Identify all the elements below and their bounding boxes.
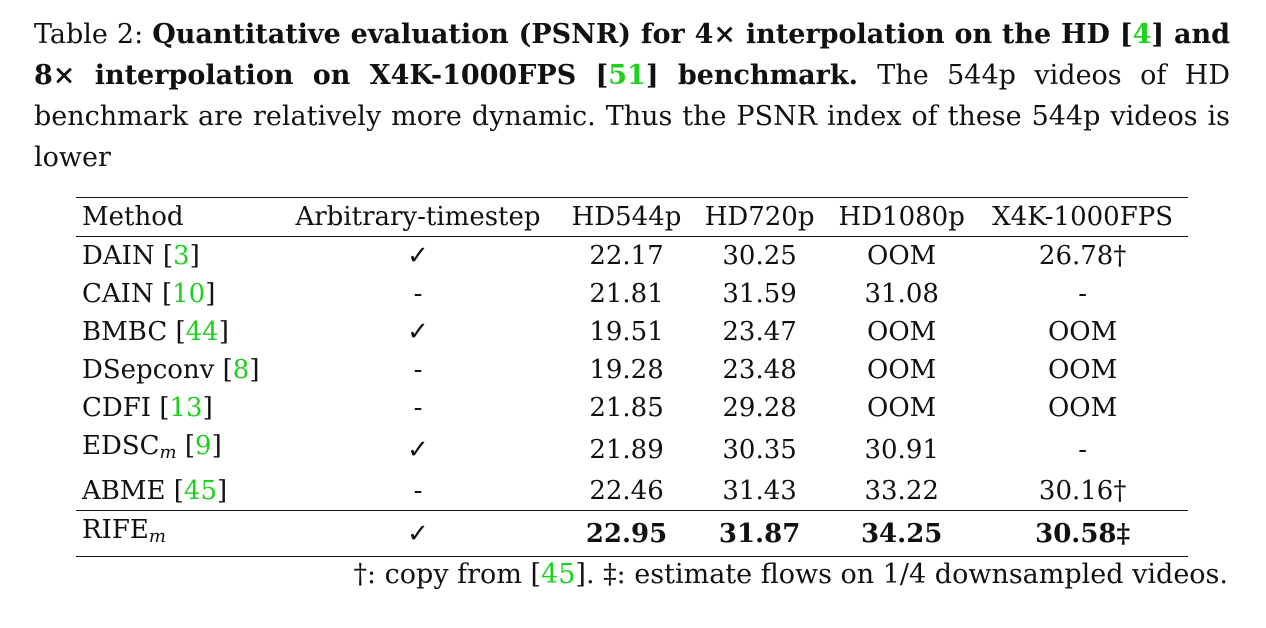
citation-link-footnote[interactable]: 45 xyxy=(541,559,576,590)
arbitrary-cell: ✓ xyxy=(407,317,429,347)
citation-link[interactable]: 9 xyxy=(195,431,212,461)
method-name: RIFE xyxy=(82,515,149,545)
table-row: CAIN [10] - 21.81 31.59 31.08 - xyxy=(76,275,1188,313)
citation-link[interactable]: 3 xyxy=(173,241,190,271)
results-table: Method Arbitrary-timestep HD544p HD720p … xyxy=(76,197,1188,557)
method-name: EDSC xyxy=(82,431,160,461)
method-subscript: m xyxy=(148,526,166,547)
x4k-cell: 30.16† xyxy=(1038,476,1127,506)
citation-link[interactable]: 13 xyxy=(169,393,203,423)
caption-bold-text-3: ] and xyxy=(1151,19,1230,50)
caption-bold-text-1: Quantitative evaluation (PSNR) for xyxy=(152,19,695,50)
hd720-cell: 31.87 xyxy=(718,518,801,549)
method-cell: CDFI [13] xyxy=(82,393,213,423)
method-name: BMBC xyxy=(82,317,168,347)
hd544-cell: 22.17 xyxy=(589,241,664,271)
hd1080-cell: OOM xyxy=(867,317,937,347)
footnote-text-2: ]. ‡: estimate flows on 1/4 downsampled … xyxy=(575,559,1228,590)
hd1080-cell: 31.08 xyxy=(864,279,939,309)
hd544-cell: 22.46 xyxy=(589,476,664,506)
hd720-cell: 31.43 xyxy=(722,476,797,506)
citation-link[interactable]: 45 xyxy=(183,476,217,506)
method-cell: RIFEm xyxy=(76,511,276,557)
hd544-cell: 21.89 xyxy=(589,434,664,465)
x4k-cell: OOM xyxy=(1047,393,1118,423)
method-name: DAIN xyxy=(82,241,155,271)
arbitrary-cell: - xyxy=(413,476,423,506)
citation-link[interactable]: 44 xyxy=(185,317,219,347)
citation-link-hd[interactable]: 4 xyxy=(1132,19,1152,50)
hd720-cell: 30.35 xyxy=(722,434,797,465)
header-hd544p: HD544p xyxy=(571,202,682,232)
arbitrary-cell: - xyxy=(413,355,423,385)
hd544-cell: 19.28 xyxy=(589,355,664,385)
x4k-cell: - xyxy=(1078,434,1088,465)
caption-label: Table 2: xyxy=(34,19,144,50)
header-method: Method xyxy=(82,202,184,232)
method-name: CAIN xyxy=(82,279,154,309)
hd1080-cell: 34.25 xyxy=(860,518,943,549)
method-cell: ABME [45] xyxy=(82,476,228,506)
table-row: EDSCm [9] ✓ 21.89 30.35 30.91 - xyxy=(76,427,1188,472)
x4k-cell: OOM xyxy=(1047,355,1118,385)
hd544-cell: 19.51 xyxy=(589,317,664,347)
citation-link-x4k[interactable]: 51 xyxy=(608,60,646,91)
x4k-cell: 26.78† xyxy=(1038,241,1127,271)
table-row: ABME [45] - 22.46 31.43 33.22 30.16† xyxy=(76,472,1188,511)
x4k-cell: OOM xyxy=(1047,317,1118,347)
method-cell: DAIN [3] xyxy=(82,241,200,271)
method-cell: DSepconv [8] xyxy=(82,355,260,385)
hd1080-cell: OOM xyxy=(867,241,937,271)
header-x4k-1000fps: X4K-1000FPS xyxy=(992,202,1174,232)
x4k-cell: 30.58‡ xyxy=(1035,518,1131,549)
citation-link[interactable]: 10 xyxy=(172,279,206,309)
table-row: DSepconv [8] - 19.28 23.48 OOM OOM xyxy=(76,351,1188,389)
caption-bold-text-5: ] benchmark. xyxy=(645,60,859,91)
results-table-container: Method Arbitrary-timestep HD544p HD720p … xyxy=(76,197,1188,557)
method-cell: EDSCm [9] xyxy=(82,431,222,463)
hd1080-cell: 30.91 xyxy=(864,434,939,465)
footnote-text-1: †: copy from [ xyxy=(353,559,542,590)
table-footnote: †: copy from [45]. ‡: estimate flows on … xyxy=(353,556,1228,594)
caption-bold-text-4: interpolation on X4K-1000FPS [ xyxy=(75,60,609,91)
table-header-row: Method Arbitrary-timestep HD544p HD720p … xyxy=(76,197,1188,237)
hd1080-cell: OOM xyxy=(867,393,937,423)
method-name: ABME xyxy=(82,476,166,506)
arbitrary-cell: ✓ xyxy=(407,241,429,271)
arbitrary-cell: - xyxy=(413,393,423,423)
header-hd720p: HD720p xyxy=(704,202,815,232)
hd544-cell: 22.95 xyxy=(585,518,668,549)
method-cell: BMBC [44] xyxy=(82,317,229,347)
caption-bold-text-2: interpolation on the HD [ xyxy=(736,19,1133,50)
table-caption: Table 2: Quantitative evaluation (PSNR) … xyxy=(34,14,1230,178)
hd720-cell: 23.47 xyxy=(722,317,797,347)
table-row: DAIN [3] ✓ 22.17 30.25 OOM 26.78† xyxy=(76,237,1188,276)
hd720-cell: 23.48 xyxy=(722,355,797,385)
header-arbitrary-timestep: Arbitrary-timestep xyxy=(295,202,541,232)
caption-description: The 544p videos of HD benchmark are rela… xyxy=(34,60,1230,173)
table-row: BMBC [44] ✓ 19.51 23.47 OOM OOM xyxy=(76,313,1188,351)
table-body: DAIN [3] ✓ 22.17 30.25 OOM 26.78† CAIN [… xyxy=(76,237,1188,557)
method-name: DSepconv xyxy=(82,355,215,385)
header-hd1080p: HD1080p xyxy=(838,202,965,232)
table-row-rife: RIFEm ✓ 22.95 31.87 34.25 30.58‡ xyxy=(76,511,1188,557)
citation-link[interactable]: 8 xyxy=(232,355,250,385)
hd544-cell: 21.81 xyxy=(589,279,664,309)
hd1080-cell: OOM xyxy=(867,355,937,385)
caption-math-8x: 8× xyxy=(34,60,76,91)
method-cell: CAIN [10] xyxy=(82,279,216,309)
hd544-cell: 21.85 xyxy=(589,393,664,423)
hd720-cell: 31.59 xyxy=(722,279,797,309)
x4k-cell: - xyxy=(1078,279,1088,309)
arbitrary-cell: ✓ xyxy=(407,434,429,465)
method-subscript: m xyxy=(159,442,177,463)
method-name: CDFI xyxy=(82,393,152,423)
caption-math-4x: 4× xyxy=(694,19,736,50)
hd720-cell: 30.25 xyxy=(722,241,797,271)
hd720-cell: 29.28 xyxy=(722,393,797,423)
arbitrary-cell: ✓ xyxy=(407,518,429,549)
hd1080-cell: 33.22 xyxy=(864,476,939,506)
arbitrary-cell: - xyxy=(413,279,423,309)
table-row: CDFI [13] - 21.85 29.28 OOM OOM xyxy=(76,389,1188,427)
